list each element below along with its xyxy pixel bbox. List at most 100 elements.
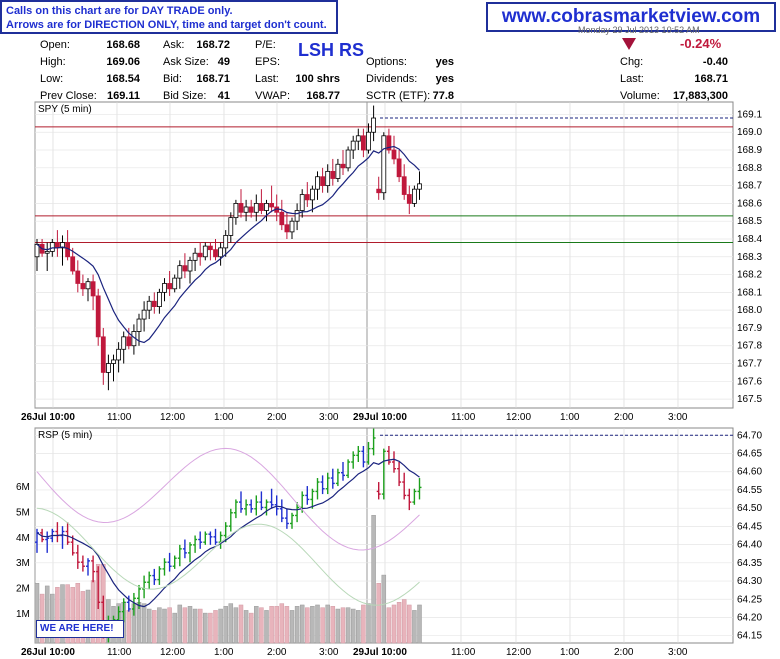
spy-candle-body bbox=[330, 170, 336, 179]
spy-y-tick: 169.1 bbox=[737, 109, 762, 120]
options-value: yes bbox=[435, 56, 454, 68]
spy-candle-body bbox=[172, 277, 178, 290]
rsp-x-tick: 1:00 bbox=[214, 647, 234, 658]
spy-y-tick: 168.3 bbox=[737, 252, 762, 263]
volume-bar bbox=[233, 607, 239, 644]
options-label: Options: bbox=[366, 56, 407, 68]
website-banner[interactable]: www.cobrasmarketview.com bbox=[486, 2, 776, 32]
spy-candle-body bbox=[371, 117, 377, 133]
bid-size-label: Bid Size: bbox=[163, 90, 207, 102]
volume-bar bbox=[248, 612, 254, 644]
spy-x-tick: 11:00 bbox=[451, 412, 476, 423]
spy-candle-body bbox=[391, 149, 397, 160]
volume-bar bbox=[146, 608, 152, 644]
spy-candle-body bbox=[228, 217, 234, 236]
volume-bar bbox=[243, 610, 249, 644]
spy-candle-body bbox=[197, 252, 203, 258]
spy-candle-body bbox=[95, 295, 101, 338]
spy-candle-body bbox=[162, 283, 167, 293]
prev-close-label: Prev Close: bbox=[40, 90, 97, 102]
spy-candle-body bbox=[187, 259, 193, 272]
spy-candle-body bbox=[238, 203, 244, 213]
volume-bar bbox=[315, 604, 320, 644]
rsp-y-tick: 64.35 bbox=[737, 558, 762, 569]
rsp-x-tick: 3:00 bbox=[668, 647, 688, 658]
spy-candle-body bbox=[111, 359, 116, 364]
rsp-x-tick: 3:00 bbox=[319, 647, 339, 658]
last-value: 100 shrs bbox=[295, 73, 340, 85]
volume-bar bbox=[264, 610, 269, 644]
volume-bar bbox=[340, 607, 346, 644]
spy-y-tick: 168.7 bbox=[737, 181, 762, 192]
volume-tick: 6M bbox=[16, 482, 30, 493]
last-label: Last: bbox=[255, 73, 279, 85]
bid-value: 168.71 bbox=[196, 73, 230, 85]
spy-y-tick: 167.9 bbox=[737, 323, 762, 334]
rsp-x-tick: 1:00 bbox=[560, 647, 580, 658]
low-label: Low: bbox=[40, 73, 64, 85]
volume-bar bbox=[177, 604, 183, 644]
spy-y-tick: 168.9 bbox=[737, 145, 762, 156]
spy-x-tick: 2:00 bbox=[614, 412, 634, 423]
volume-bar bbox=[187, 606, 193, 644]
volume-bar bbox=[345, 607, 351, 644]
volume-bar bbox=[366, 603, 371, 644]
spy-candle-body bbox=[223, 235, 229, 249]
change-percent: -0.24% bbox=[680, 36, 722, 51]
volume-bar bbox=[238, 604, 244, 644]
volume-tick: 1M bbox=[16, 609, 30, 620]
rsp-x-tick: 2:00 bbox=[267, 647, 287, 658]
volume-bar bbox=[172, 612, 177, 644]
spy-moving-average bbox=[36, 145, 420, 344]
spy-candle-body bbox=[70, 256, 76, 272]
rsp-overlay-line bbox=[36, 447, 420, 551]
volume-bar bbox=[396, 602, 402, 644]
spy-x-tick: 2:00 bbox=[267, 412, 287, 423]
rsp-y-tick: 64.20 bbox=[737, 612, 762, 623]
spy-candle-body bbox=[340, 163, 346, 169]
vwap-label: VWAP: bbox=[255, 90, 291, 102]
spy-candle-body bbox=[218, 247, 224, 258]
ask-size-value: 49 bbox=[217, 56, 230, 68]
spy-candle-body bbox=[75, 270, 81, 284]
volume-bar bbox=[141, 603, 147, 644]
rsp-moving-average bbox=[36, 458, 420, 608]
volume-bar bbox=[376, 582, 381, 644]
volume-label: Volume: bbox=[620, 90, 660, 102]
volume-bar bbox=[80, 591, 86, 644]
rsp-y-tick: 64.60 bbox=[737, 467, 762, 478]
notice-line-1: Calls on this chart are for DAY TRADE on… bbox=[6, 5, 233, 17]
spy-y-tick: 169.0 bbox=[737, 127, 762, 138]
volume-bar bbox=[192, 608, 198, 644]
bid-label: Bid: bbox=[163, 73, 182, 85]
rsp-x-tick: 12:00 bbox=[506, 647, 531, 658]
rsp-x-tick: 12:00 bbox=[160, 647, 185, 658]
spy-y-tick: 167.7 bbox=[737, 359, 762, 370]
spy-x-tick: 12:00 bbox=[506, 412, 531, 423]
spy-candle-body bbox=[60, 242, 65, 249]
volume-tick: 5M bbox=[16, 507, 30, 518]
volume-bar bbox=[213, 610, 218, 644]
rsp-y-tick: 64.25 bbox=[737, 594, 762, 605]
chg-value: -0.40 bbox=[702, 56, 728, 68]
notice-line-2: Arrows are for DIRECTION ONLY, time and … bbox=[6, 19, 327, 31]
spy-y-tick: 168.2 bbox=[737, 270, 762, 281]
volume-bar bbox=[60, 584, 65, 644]
volume-bar bbox=[284, 606, 290, 644]
volume-bar bbox=[162, 608, 167, 644]
spy-candle-body bbox=[401, 176, 407, 195]
spy-x-tick: 3:00 bbox=[668, 412, 688, 423]
spy-candle-body bbox=[207, 245, 213, 251]
volume-bar bbox=[294, 606, 300, 644]
spy-candle-body bbox=[315, 176, 320, 190]
spy-candle-body bbox=[106, 363, 111, 373]
spy-x-tick: 1:00 bbox=[214, 412, 234, 423]
volume-bar bbox=[223, 606, 228, 644]
volume-bar bbox=[75, 582, 81, 644]
volume-bar bbox=[182, 607, 188, 644]
last2-label: Last: bbox=[620, 73, 644, 85]
spy-candle-body bbox=[202, 245, 208, 258]
spy-x-tick: 12:00 bbox=[160, 412, 185, 423]
spy-candle-body bbox=[289, 220, 295, 233]
